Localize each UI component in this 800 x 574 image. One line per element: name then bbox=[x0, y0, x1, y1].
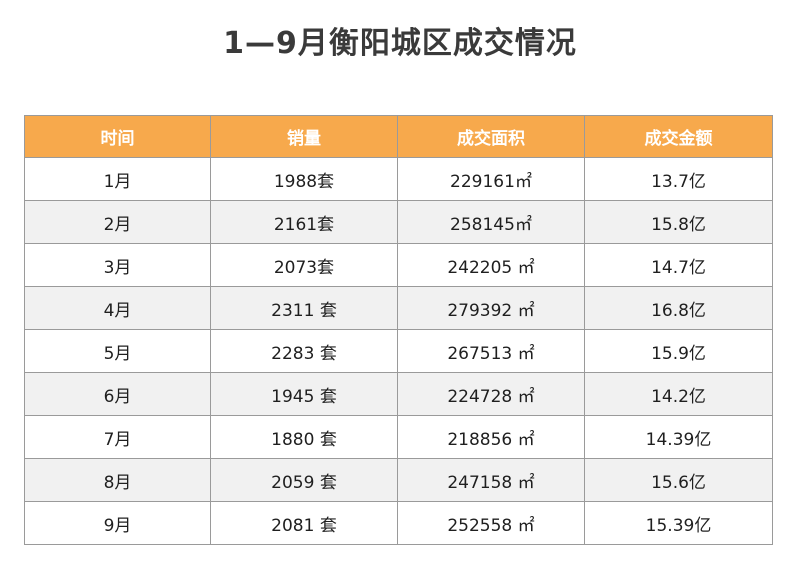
table-row: 4月 2311 套 279392 ㎡ 16.8亿 bbox=[24, 286, 773, 330]
cell-sales-volume: 1880 套 bbox=[210, 415, 398, 459]
cell-transaction-amount: 15.9亿 bbox=[584, 329, 773, 373]
cell-sales-volume: 1945 套 bbox=[210, 372, 398, 416]
cell-transaction-amount: 16.8亿 bbox=[584, 286, 773, 330]
cell-transaction-area: 218856 ㎡ bbox=[397, 415, 585, 459]
cell-transaction-area: 229161㎡ bbox=[397, 157, 585, 201]
page-title: 1—9月衡阳城区成交情况 bbox=[223, 26, 577, 61]
table-header-row: 时间 销量 成交面积 成交金额 bbox=[24, 115, 773, 158]
table-row: 2月 2161套 258145㎡ 15.8亿 bbox=[24, 200, 773, 244]
table-row: 6月 1945 套 224728 ㎡ 14.2亿 bbox=[24, 372, 773, 416]
cell-sales-volume: 2059 套 bbox=[210, 458, 398, 502]
cell-time: 1月 bbox=[24, 157, 211, 201]
cell-transaction-area: 279392 ㎡ bbox=[397, 286, 585, 330]
transaction-table: 时间 销量 成交面积 成交金额 1月 1988套 229161㎡ 13.7亿 2月 216… bbox=[24, 115, 773, 545]
table-row: 7月 1880 套 218856 ㎡ 14.39亿 bbox=[24, 415, 773, 459]
table-body: 1月 1988套 229161㎡ 13.7亿 2月 2161套 258145㎡ 15.8亿 3月… bbox=[24, 157, 773, 545]
cell-sales-volume: 2283 套 bbox=[210, 329, 398, 373]
cell-sales-volume: 2081 套 bbox=[210, 501, 398, 545]
cell-time: 6月 bbox=[24, 372, 211, 416]
header-transaction-amount: 成交金额 bbox=[584, 115, 773, 158]
table-row: 3月 2073套 242205 ㎡ 14.7亿 bbox=[24, 243, 773, 287]
cell-transaction-area: 258145㎡ bbox=[397, 200, 585, 244]
cell-time: 2月 bbox=[24, 200, 211, 244]
header-time: 时间 bbox=[24, 115, 211, 158]
cell-transaction-area: 267513 ㎡ bbox=[397, 329, 585, 373]
cell-transaction-amount: 14.7亿 bbox=[584, 243, 773, 287]
cell-sales-volume: 2311 套 bbox=[210, 286, 398, 330]
cell-transaction-area: 252558 ㎡ bbox=[397, 501, 585, 545]
cell-time: 5月 bbox=[24, 329, 211, 373]
header-transaction-area: 成交面积 bbox=[397, 115, 585, 158]
cell-transaction-amount: 15.6亿 bbox=[584, 458, 773, 502]
cell-time: 8月 bbox=[24, 458, 211, 502]
table-row: 9月 2081 套 252558 ㎡ 15.39亿 bbox=[24, 501, 773, 545]
table-row: 5月 2283 套 267513 ㎡ 15.9亿 bbox=[24, 329, 773, 373]
cell-transaction-amount: 15.39亿 bbox=[584, 501, 773, 545]
table-row: 1月 1988套 229161㎡ 13.7亿 bbox=[24, 157, 773, 201]
cell-transaction-area: 247158 ㎡ bbox=[397, 458, 585, 502]
header-sales-volume: 销量 bbox=[210, 115, 398, 158]
cell-transaction-amount: 14.39亿 bbox=[584, 415, 773, 459]
cell-time: 7月 bbox=[24, 415, 211, 459]
cell-time: 9月 bbox=[24, 501, 211, 545]
cell-transaction-amount: 14.2亿 bbox=[584, 372, 773, 416]
table-row: 8月 2059 套 247158 ㎡ 15.6亿 bbox=[24, 458, 773, 502]
cell-time: 3月 bbox=[24, 243, 211, 287]
cell-sales-volume: 2073套 bbox=[210, 243, 398, 287]
cell-transaction-amount: 15.8亿 bbox=[584, 200, 773, 244]
cell-time: 4月 bbox=[24, 286, 211, 330]
cell-transaction-area: 242205 ㎡ bbox=[397, 243, 585, 287]
cell-sales-volume: 1988套 bbox=[210, 157, 398, 201]
cell-sales-volume: 2161套 bbox=[210, 200, 398, 244]
cell-transaction-area: 224728 ㎡ bbox=[397, 372, 585, 416]
cell-transaction-amount: 13.7亿 bbox=[584, 157, 773, 201]
